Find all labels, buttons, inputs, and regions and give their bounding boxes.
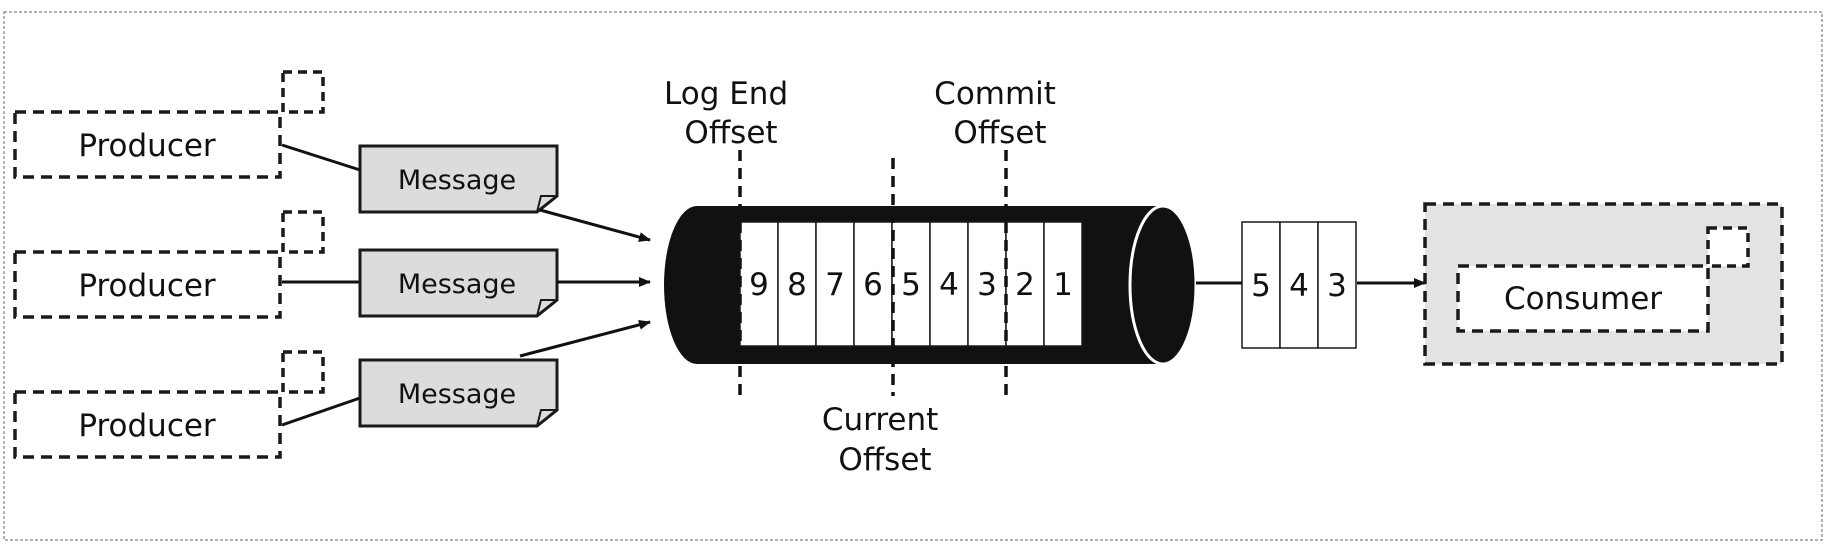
batch-cell [1241, 221, 1281, 349]
log-cell-label: 4 [939, 267, 959, 303]
message-1-label: Message [398, 165, 516, 196]
producer-1: Producer [13, 70, 325, 179]
log-cell [815, 221, 855, 347]
message-2: Message [358, 248, 559, 318]
connector-producer-3 [281, 396, 361, 427]
batch-cell-label: 5 [1251, 268, 1271, 304]
diagram-frame [3, 11, 1823, 541]
producer-3-label: Producer [78, 408, 216, 444]
producer-2-label: Producer [78, 268, 216, 304]
producer-1-label: Producer [78, 128, 216, 164]
batch-cell-label: 3 [1327, 268, 1347, 304]
consumer-label: Consumer [1504, 281, 1662, 317]
batch-cell [1317, 221, 1357, 349]
log-cell-label: 9 [749, 267, 769, 303]
log-cell [967, 221, 1007, 347]
consumer-group: Consumer [1423, 202, 1784, 366]
log-cell [929, 221, 969, 347]
log-end-offset-label: Log End Offset [664, 76, 798, 151]
arrow-message-3 [519, 319, 651, 358]
log-cell [891, 221, 931, 347]
arrow-message-1 [539, 208, 651, 242]
batch-cell-label: 4 [1289, 268, 1309, 304]
log-cell [777, 221, 817, 347]
connector-producer-1 [281, 143, 361, 172]
log-cell-label: 8 [787, 267, 807, 303]
message-3-label: Message [398, 379, 516, 410]
message-2-label: Message [398, 269, 516, 300]
log-cell [853, 221, 893, 347]
log-cell-label: 2 [1015, 267, 1035, 303]
log-cell-label: 6 [863, 267, 883, 303]
current-offset-label: Current Offset [822, 402, 948, 478]
log-cell-label: 1 [1053, 267, 1073, 303]
producer-2: Producer [13, 210, 325, 319]
commit-offset-label: Commit Offset [934, 76, 1066, 151]
log-cell-label: 3 [977, 267, 997, 303]
message-3: Message [358, 358, 559, 428]
log-cell-label: 7 [825, 267, 845, 303]
producer-3: Producer [13, 350, 325, 459]
message-1: Message [358, 144, 559, 214]
log-cell [1043, 221, 1083, 347]
log-cell-label: 5 [901, 267, 921, 303]
